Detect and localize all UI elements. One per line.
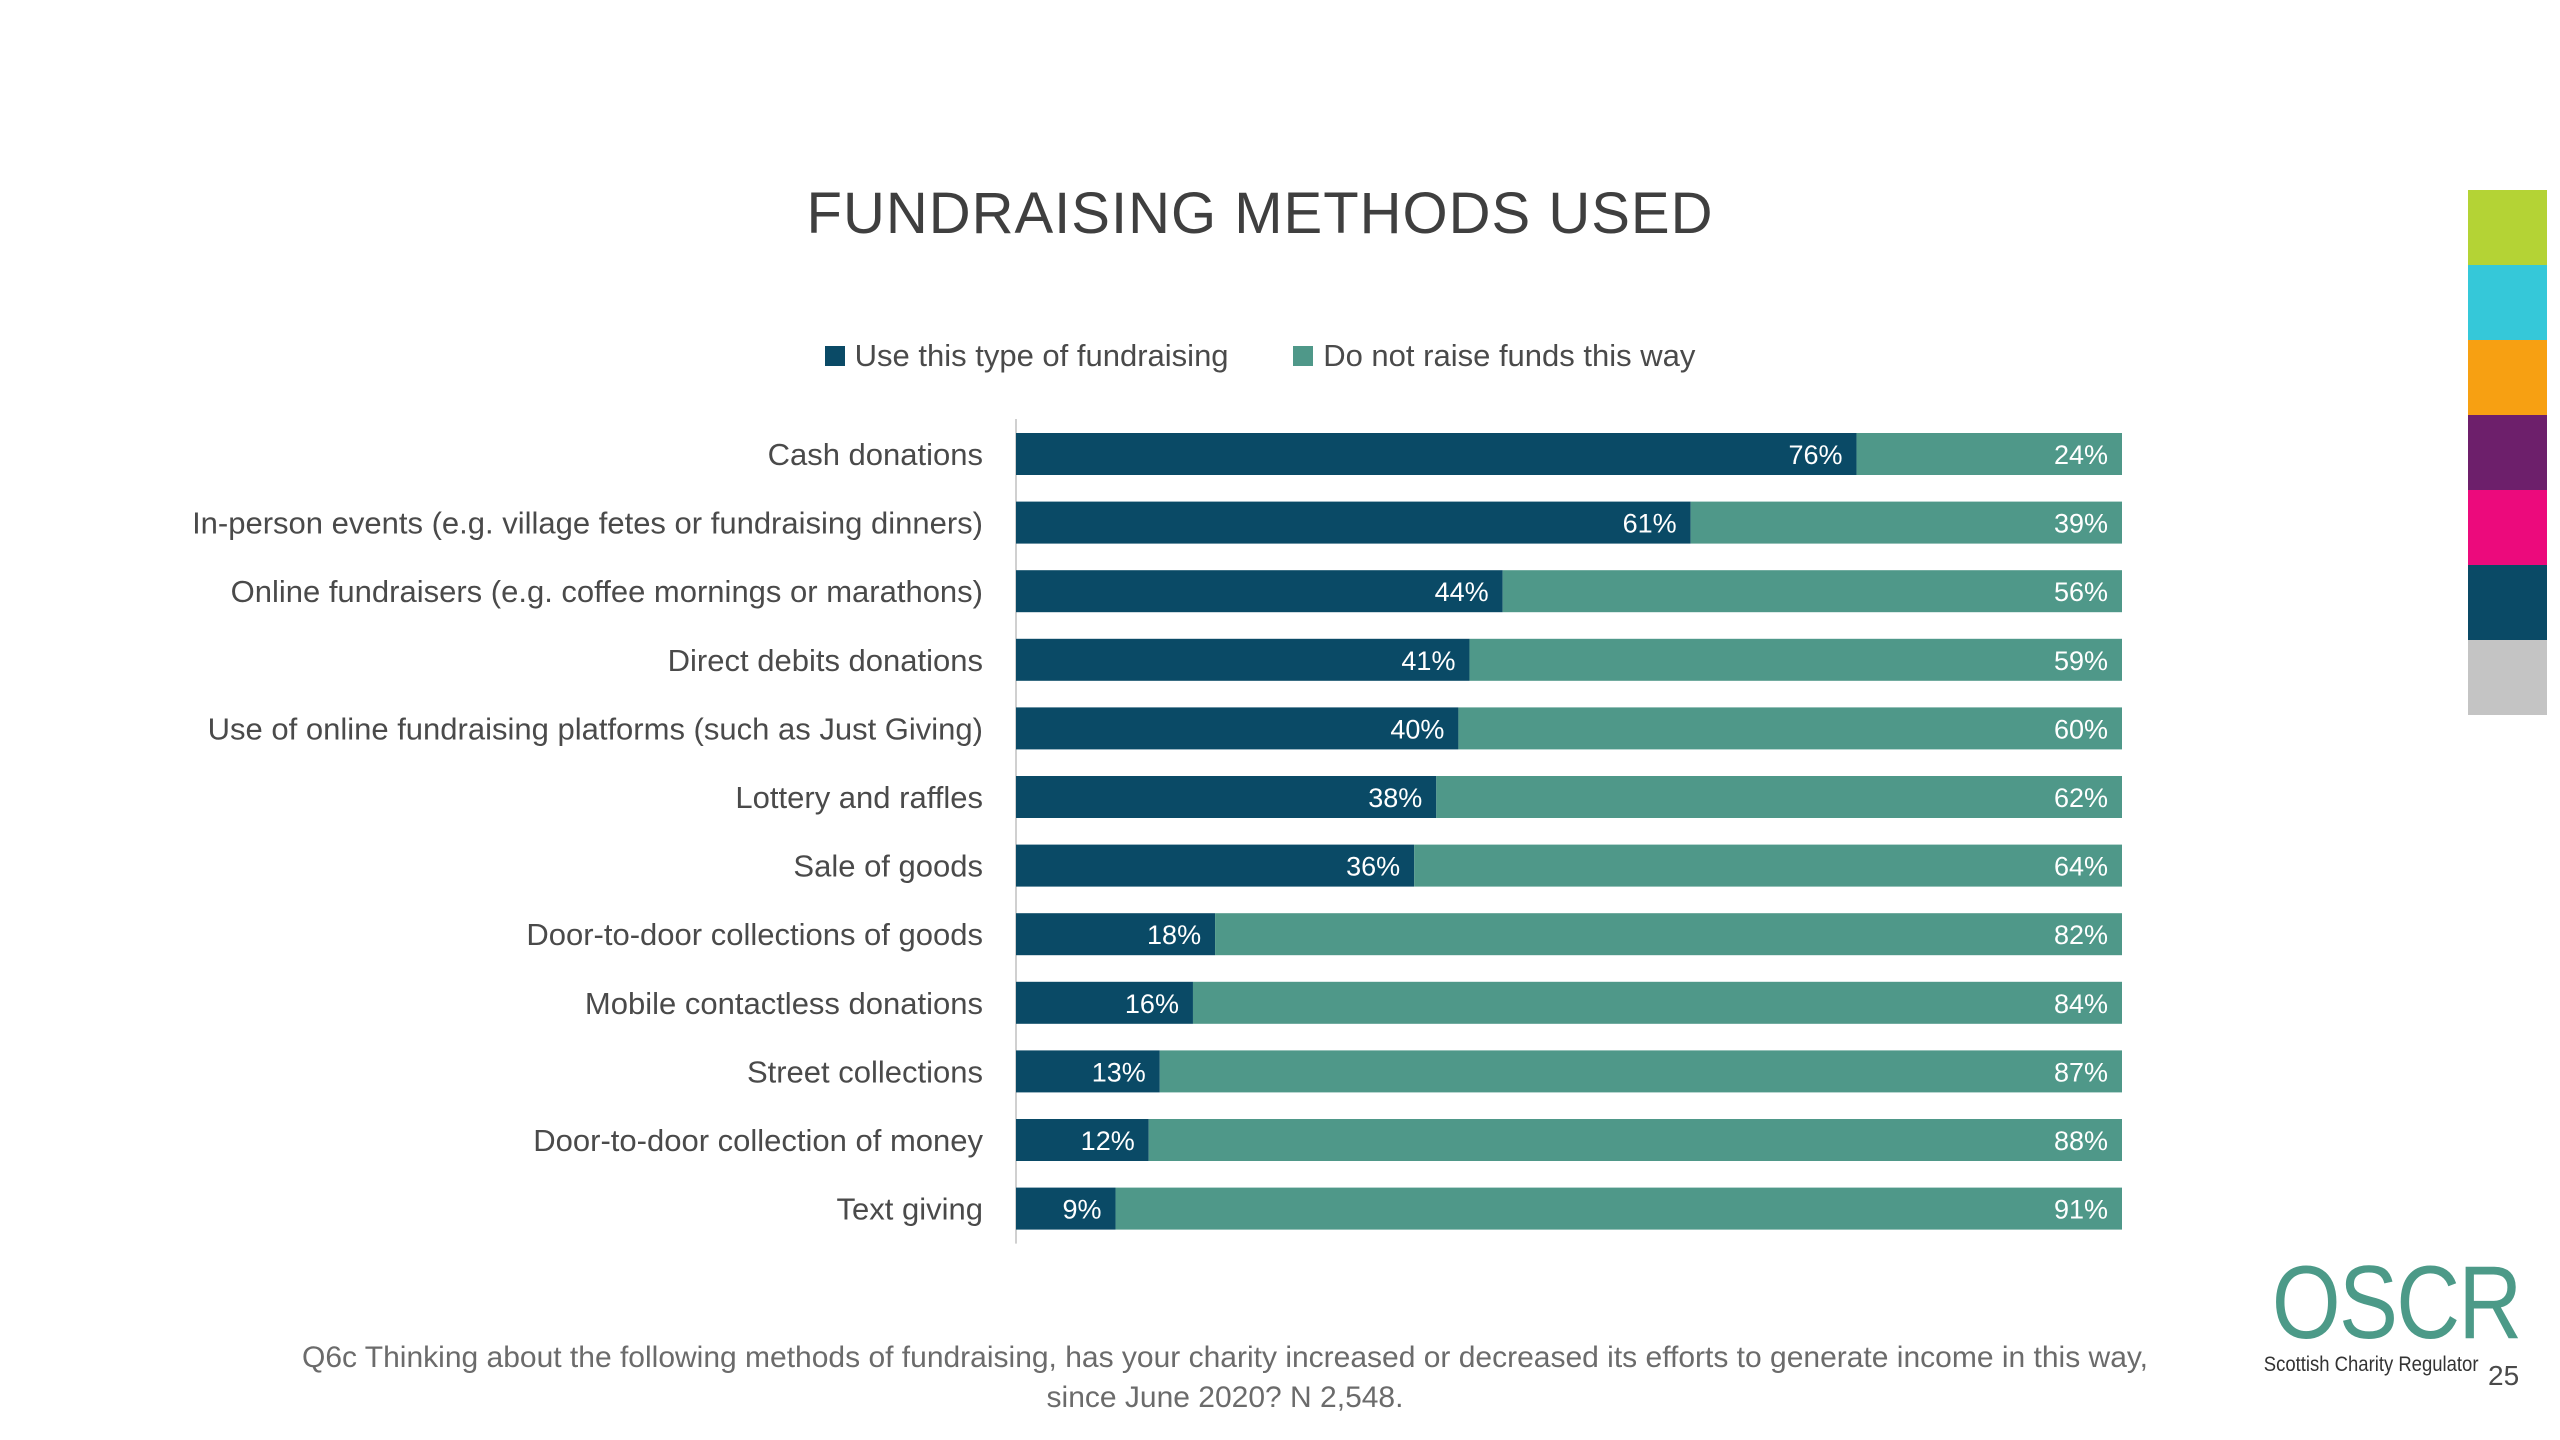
legend-item-not: Do not raise funds this way [1293, 338, 1695, 374]
color-strip-block-1 [2468, 190, 2547, 265]
color-strip [2468, 190, 2547, 715]
bar-use [1016, 913, 1216, 956]
legend-item-use: Use this type of fundraising [824, 338, 1229, 374]
color-strip-block-4 [2468, 415, 2547, 490]
bar-use [1016, 1050, 1160, 1093]
bar-not [1690, 501, 2122, 544]
data-label-not: 39% [2054, 509, 2108, 539]
page-title: FUNDRAISING METHODS USED [806, 181, 1714, 246]
data-label-use: 40% [1390, 714, 1444, 744]
data-label-not: 24% [2054, 440, 2108, 470]
bar-use [1016, 981, 1193, 1024]
data-label-use: 13% [1092, 1057, 1146, 1087]
data-label-use: 61% [1623, 509, 1677, 539]
data-label-use: 9% [1063, 1195, 1102, 1225]
data-label-not: 84% [2054, 989, 2108, 1019]
data-label-use: 18% [1147, 920, 1201, 950]
bar-use [1016, 501, 1691, 544]
page-number: 25 [2488, 1360, 2520, 1391]
category-label: Street collections [747, 1054, 983, 1089]
data-label-not: 82% [2054, 920, 2108, 950]
bar-not [1159, 1050, 2122, 1093]
data-label-use: 12% [1081, 1126, 1135, 1156]
data-label-use: 16% [1125, 989, 1179, 1019]
footnote: Q6c Thinking about the following methods… [220, 1338, 2230, 1418]
data-label-not: 64% [2054, 852, 2108, 882]
bar-use [1016, 570, 1503, 613]
bar-use [1016, 1119, 1149, 1161]
category-label: Cash donations [768, 437, 983, 472]
bar-use [1016, 433, 1857, 475]
data-label-not: 62% [2054, 783, 2108, 813]
category-label: Lottery and raffles [735, 780, 983, 815]
bar-not [1458, 707, 2122, 750]
data-label-use: 36% [1346, 852, 1400, 882]
bar-not [1215, 913, 2122, 956]
footnote-line-2: since June 2020? N 2,548. [1046, 1381, 1404, 1414]
data-label-not: 88% [2054, 1126, 2108, 1156]
bar-not [1856, 433, 2122, 475]
category-label: Door-to-door collections of goods [526, 917, 983, 952]
category-label: Direct debits donations [668, 643, 983, 678]
bar-use [1016, 638, 1470, 681]
legend-swatch-not [1293, 346, 1314, 366]
data-label-not: 59% [2054, 646, 2108, 676]
category-label: Online fundraisers (e.g. coffee mornings… [231, 574, 983, 609]
bar-use [1016, 776, 1437, 818]
category-label: Mobile contactless donations [585, 986, 983, 1021]
bar-not [1414, 844, 2122, 887]
data-label-use: 41% [1401, 646, 1455, 676]
category-label: Sale of goods [793, 849, 983, 884]
bar-not [1192, 981, 2122, 1024]
bar-not [1436, 776, 2122, 818]
oscr-logo: OSCR Scottish Charity Regulator [2250, 1251, 2522, 1377]
data-label-use: 44% [1435, 577, 1489, 607]
category-label: Text giving [837, 1192, 983, 1227]
category-label: Use of online fundraising platforms (suc… [208, 711, 983, 746]
color-strip-block-2 [2468, 265, 2547, 340]
data-label-not: 87% [2054, 1057, 2108, 1087]
color-strip-block-3 [2468, 340, 2547, 415]
bar-use [1016, 707, 1459, 750]
logo-tagline: Scottish Charity Regulator [2263, 1353, 2479, 1376]
legend-label-not: Do not raise funds this way [1323, 338, 1696, 373]
legend-label-use: Use this type of fundraising [854, 338, 1229, 373]
color-strip-block-5 [2468, 490, 2547, 565]
bar-not [1148, 1119, 2122, 1161]
chart-legend: Use this type of fundraising Do not rais… [0, 338, 2520, 374]
data-label-use: 76% [1789, 440, 1843, 470]
bar-not [1115, 1187, 2122, 1230]
bar-not [1469, 638, 2122, 681]
footnote-line-1: Q6c Thinking about the following methods… [301, 1341, 2148, 1374]
category-label: In-person events (e.g. village fetes or … [192, 506, 983, 541]
bar-use [1016, 844, 1415, 887]
bar-use [1016, 1187, 1116, 1230]
color-strip-block-7 [2468, 640, 2547, 715]
bar-not [1502, 570, 2122, 613]
legend-swatch-use [824, 346, 845, 366]
color-strip-block-6 [2468, 565, 2547, 640]
data-label-not: 91% [2054, 1195, 2108, 1225]
data-label-not: 60% [2054, 714, 2108, 744]
category-label: Door-to-door collection of money [533, 1123, 983, 1158]
data-label-use: 38% [1368, 783, 1422, 813]
data-label-not: 56% [2054, 577, 2108, 607]
logo-wordmark: OSCR [2271, 1245, 2522, 1361]
